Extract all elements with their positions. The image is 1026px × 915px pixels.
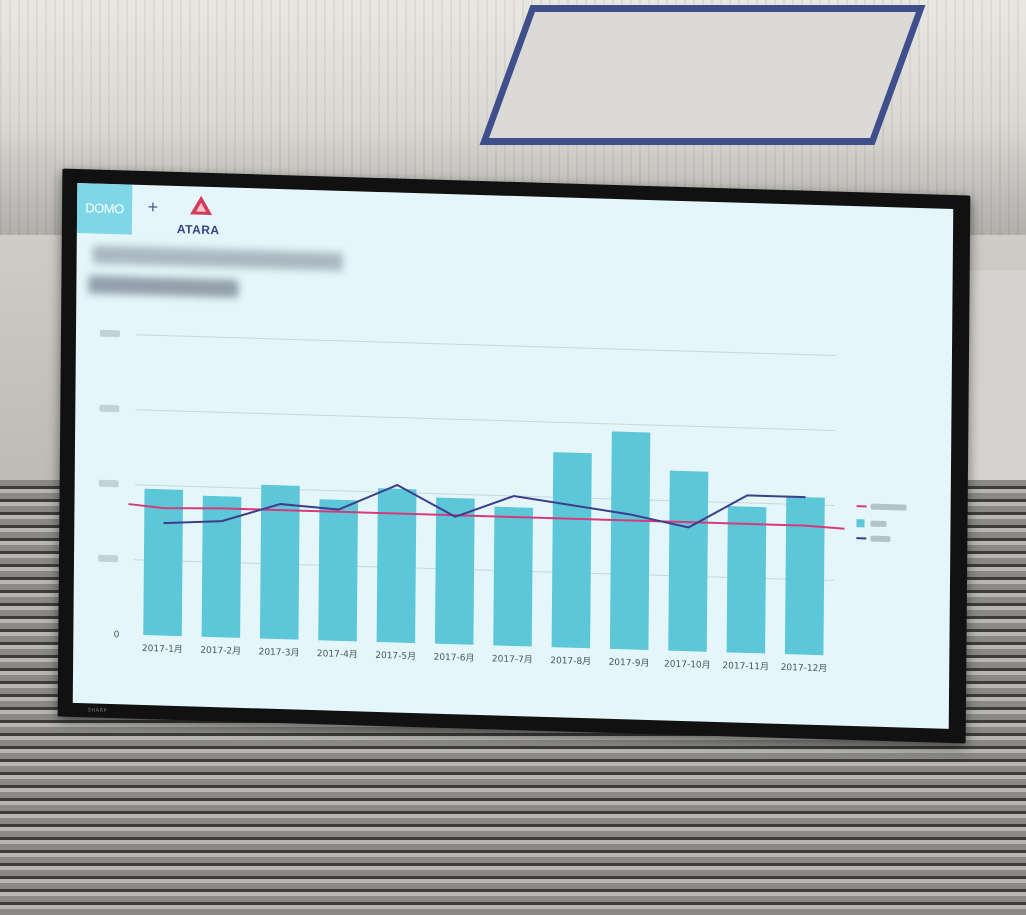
bar: [434, 497, 475, 645]
blurred-y-tick: [99, 404, 120, 413]
legend-label-blurred: [870, 503, 907, 511]
bar: [784, 496, 825, 656]
y-tick-label: 0: [114, 630, 120, 640]
dashboard-screen: DOMO + ATARA 0 2017-1月 2017-2月 2017-3月 2017-…: [72, 183, 954, 729]
x-tick-label: 2017-5月: [375, 650, 416, 662]
bar: [668, 470, 709, 652]
blurred-y-tick: [98, 554, 119, 563]
legend-label-blurred: [870, 535, 891, 543]
blurred-y-tick: [98, 479, 119, 488]
bar: [143, 488, 184, 637]
gridline: [134, 484, 835, 507]
x-tick-label: 2017-9月: [609, 657, 650, 669]
wall-mounted-tv: DOMO + ATARA 0 2017-1月 2017-2月 2017-3月 2017-…: [57, 168, 971, 744]
gridline: [135, 334, 836, 357]
blurred-y-tick: [99, 329, 120, 338]
bar: [201, 495, 242, 638]
gridline: [135, 409, 836, 432]
atara-logo-icon: [190, 195, 213, 216]
tv-brand-mark: SHARP: [87, 707, 108, 714]
wall-pillar: [960, 270, 1026, 500]
bar: [609, 431, 651, 650]
legend-label-blurred: [870, 520, 887, 527]
monthly-chart: 0 2017-1月 2017-2月 2017-3月 2017-4月 2017-5月 2017…: [98, 329, 907, 674]
ceiling-access-panel: [479, 5, 926, 145]
x-tick-label: 2017-8月: [550, 655, 591, 667]
x-tick-label: 2017-1月: [142, 643, 183, 655]
x-tick-label: 2017-2月: [200, 645, 241, 657]
x-tick-label: 2017-12月: [781, 662, 828, 674]
bar: [493, 506, 533, 647]
x-tick-label: 2017-11月: [722, 660, 769, 672]
bar: [259, 484, 300, 640]
legend-swatch-bar: [856, 519, 865, 528]
bar: [376, 488, 417, 644]
target-line: [128, 503, 845, 530]
bar: [726, 506, 767, 654]
bar: [318, 499, 358, 642]
x-tick-label: 2017-3月: [259, 646, 300, 658]
bar: [551, 452, 592, 649]
previous-year-line: [163, 483, 806, 529]
x-tick-label: 2017-7月: [492, 653, 533, 665]
x-tick-label: 2017-10月: [664, 658, 711, 670]
gridline: [134, 559, 834, 581]
x-tick-label: 2017-6月: [434, 652, 475, 664]
x-tick-label: 2017-4月: [317, 648, 358, 660]
